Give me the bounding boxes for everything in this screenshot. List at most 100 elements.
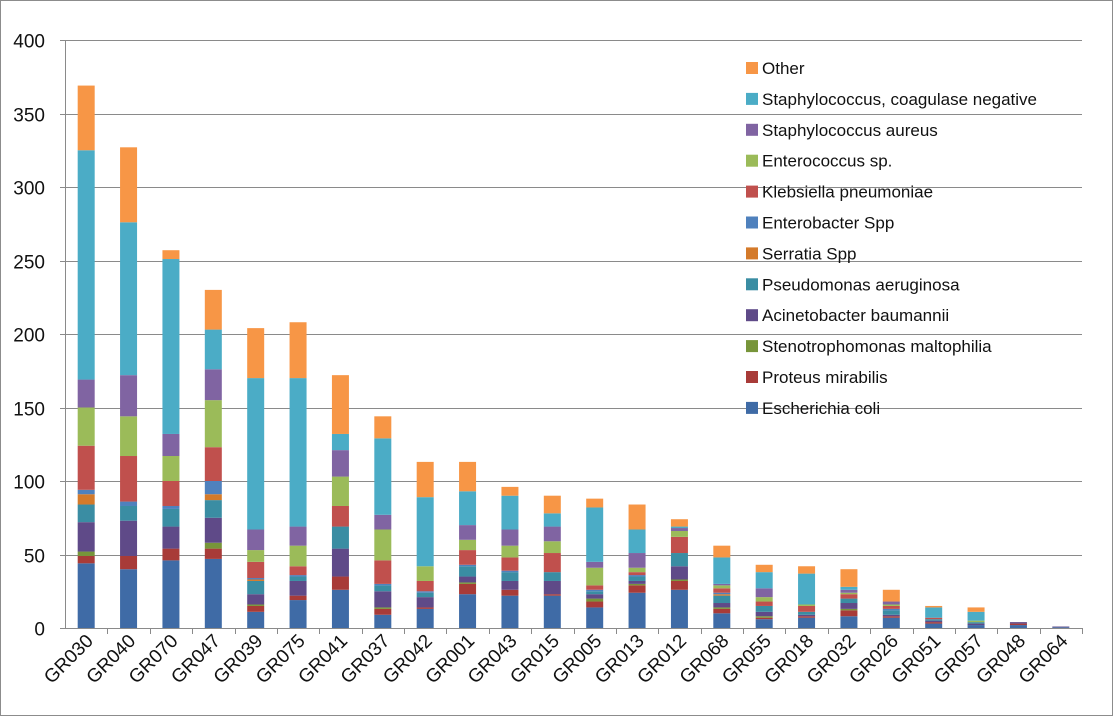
- bar-segment-gr005-s9: [586, 561, 604, 568]
- bar-segment-gr018-s0: [798, 617, 816, 628]
- bar-segment-gr030-s10: [77, 150, 95, 380]
- bar-segment-gr030-s2: [77, 551, 95, 556]
- legend-swatch: [746, 92, 758, 105]
- bar-segment-gr032-s0: [840, 616, 858, 628]
- bar-segment-gr039-s7: [247, 561, 265, 579]
- legend-label: Proteus mirabilis: [762, 368, 888, 387]
- bar-segment-gr037-s8: [374, 529, 392, 561]
- bar-segment-gr005-s11: [586, 498, 604, 508]
- bar-segment-gr047-s6: [204, 481, 222, 495]
- bar-segment-gr075-s10: [289, 378, 307, 527]
- bar-segment-gr068-s1: [713, 608, 731, 614]
- bar-segment-gr068-s8: [713, 585, 731, 589]
- legend-label: Stenotrophomonas maltophilia: [762, 337, 992, 356]
- bar-segment-gr013-s2: [628, 583, 646, 586]
- y-tick-label: 100: [13, 473, 45, 494]
- bar-segment-gr039-s5: [247, 579, 265, 581]
- bar-segment-gr040-s4: [120, 505, 138, 521]
- bar-segment-gr018-s4: [798, 611, 816, 615]
- bar-segment-gr047-s2: [204, 542, 222, 549]
- bar-segment-gr057-s4: [967, 622, 985, 624]
- bar-segment-gr037-s2: [374, 607, 392, 609]
- bar-segment-gr040-s11: [120, 147, 138, 223]
- bar-segment-gr037-s6: [374, 583, 392, 586]
- bar-segment-gr001-s9: [459, 525, 477, 540]
- bar-segment-gr042-s1: [416, 607, 434, 609]
- bar-segment-gr042-s8: [416, 566, 434, 581]
- legend-swatch: [746, 185, 758, 198]
- bar-segment-gr057-s0: [967, 625, 985, 628]
- legend-swatch: [746, 62, 758, 74]
- bar-segment-gr068-s4: [713, 595, 731, 604]
- bar-segment-gr047-s4: [204, 500, 222, 518]
- legend-swatch: [746, 340, 758, 353]
- bar-segment-gr040-s1: [120, 555, 138, 570]
- bar-segment-gr001-s0: [459, 594, 477, 628]
- bar-segment-gr043-s8: [501, 545, 519, 558]
- bar-segment-gr070-s9: [162, 433, 180, 457]
- bar-segment-gr055-s2: [755, 616, 773, 618]
- legend-swatch: [746, 154, 758, 167]
- bar-segment-gr015-s0: [543, 595, 561, 628]
- bar-segment-gr001-s11: [459, 461, 477, 492]
- bar-segment-gr030-s8: [77, 407, 95, 446]
- bar-segment-gr042-s3: [416, 597, 434, 608]
- bar-segment-gr026-s4: [882, 610, 900, 615]
- bar-segment-gr013-s6: [628, 575, 646, 577]
- bar-segment-gr032-s8: [840, 592, 858, 595]
- bar-segment-gr005-s6: [586, 589, 604, 592]
- y-tick-label: 350: [13, 106, 45, 127]
- bar-segment-gr068-s9: [713, 583, 731, 586]
- bar-segment-gr013-s1: [628, 585, 646, 593]
- bar-segment-gr041-s7: [331, 505, 349, 527]
- bar-segment-gr070-s8: [162, 456, 180, 481]
- bar-segment-gr047-s10: [204, 329, 222, 370]
- bar-segment-gr040-s10: [120, 222, 138, 376]
- bar-segment-gr075-s4: [289, 576, 307, 581]
- bar-segment-gr001-s6: [459, 564, 477, 567]
- bar-segment-gr048-s3: [1009, 622, 1027, 624]
- bar-segment-gr068-s0: [713, 613, 731, 628]
- bar-segment-gr015-s9: [543, 526, 561, 542]
- bar-segment-gr040-s3: [120, 520, 138, 556]
- bar-segment-gr075-s3: [289, 580, 307, 596]
- bar-segment-gr012-s10: [670, 526, 688, 529]
- bar-segment-gr030-s9: [77, 379, 95, 408]
- bar-segment-gr068-s3: [713, 603, 731, 608]
- bar-segment-gr055-s0: [755, 619, 773, 628]
- bar-segment-gr055-s1: [755, 617, 773, 620]
- bar-segment-gr012-s0: [670, 589, 688, 628]
- bar-segment-gr037-s10: [374, 438, 392, 515]
- bar-segment-gr013-s3: [628, 580, 646, 584]
- bar-segment-gr005-s2: [586, 598, 604, 602]
- bar-segment-gr070-s7: [162, 481, 180, 506]
- bar-segment-gr042-s0: [416, 608, 434, 628]
- bar-segment-gr039-s10: [247, 378, 265, 530]
- bar-segment-gr039-s1: [247, 605, 265, 612]
- bar-segment-gr026-s1: [882, 616, 900, 618]
- bar-segment-gr055-s4: [755, 605, 773, 612]
- bar-segment-gr037-s0: [374, 614, 392, 628]
- bar-segment-gr068-s5: [713, 594, 731, 596]
- y-tick-label: 50: [24, 547, 45, 568]
- bar-segment-gr001-s2: [459, 582, 477, 584]
- bar-segment-gr030-s0: [77, 563, 95, 628]
- bar-segment-gr070-s1: [162, 548, 180, 561]
- bar-segment-gr042-s11: [416, 461, 434, 498]
- gridlines: [65, 40, 1082, 556]
- bar-segment-gr032-s2: [840, 608, 858, 611]
- bar-segment-gr055-s3: [755, 611, 773, 617]
- bar-segment-gr032-s3: [840, 603, 858, 609]
- bar-segment-gr030-s1: [77, 555, 95, 564]
- bar-segment-gr037-s11: [374, 416, 392, 439]
- bar-segment-gr047-s8: [204, 400, 222, 448]
- bar-segment-gr012-s2: [670, 579, 688, 581]
- bar-segment-gr015-s4: [543, 572, 561, 581]
- bar-segment-gr070-s0: [162, 560, 180, 628]
- bar-segment-gr043-s9: [501, 529, 519, 546]
- bar-segment-gr042-s4: [416, 592, 434, 598]
- bar-segment-gr041-s11: [331, 375, 349, 434]
- bar-segment-gr068-s11: [713, 545, 731, 558]
- legend-label: Serratia Spp: [762, 244, 857, 263]
